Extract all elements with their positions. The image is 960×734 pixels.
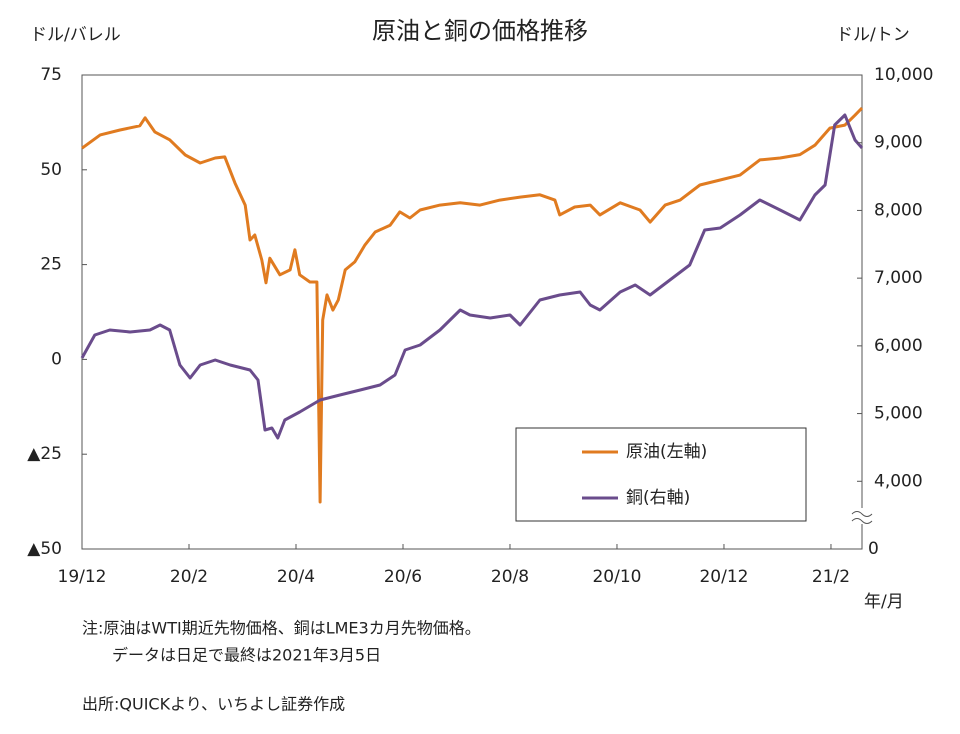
chart-title: 原油と銅の価格推移 bbox=[372, 17, 588, 45]
x-tick-label: 21/2 bbox=[812, 567, 850, 587]
y2-tick-label: 10,000 bbox=[874, 65, 933, 85]
legend-box bbox=[515, 427, 807, 522]
x-tick-label: 20/6 bbox=[384, 567, 422, 587]
note: 注:原油はWTI期近先物価格、銅はLME3カ月先物価格。 bbox=[82, 619, 481, 638]
y-tick-label: ▲25 bbox=[27, 444, 62, 464]
y2-tick-label: 7,000 bbox=[874, 268, 923, 288]
legend-label: 原油(左軸) bbox=[626, 442, 707, 462]
y-tick-label: ▲50 bbox=[27, 539, 62, 559]
axis-break-mark bbox=[851, 511, 873, 524]
y-tick-label: 50 bbox=[40, 160, 62, 180]
note: 出所:QUICKより、いちよし証券作成 bbox=[82, 695, 345, 714]
x-tick-label: 20/8 bbox=[491, 567, 529, 587]
x-tick-label: 20/10 bbox=[592, 567, 641, 587]
plot-frame bbox=[81, 74, 863, 550]
line-series bbox=[80, 113, 864, 440]
y2-tick-label: 5,000 bbox=[874, 404, 923, 424]
legend-label: 銅(右軸) bbox=[626, 488, 690, 508]
note: データは日足で最終は2021年3月5日 bbox=[112, 646, 381, 665]
x-tick-label: 20/12 bbox=[699, 567, 748, 587]
y2-unit-label: ドル/トン bbox=[836, 25, 910, 45]
x-tick-label: 19/12 bbox=[58, 567, 107, 587]
y-tick-label: 25 bbox=[40, 255, 62, 275]
axis-break bbox=[851, 508, 873, 524]
line-series bbox=[81, 106, 864, 504]
y2-tick-label: 4,000 bbox=[874, 471, 923, 491]
y2-tick-label: 8,000 bbox=[874, 200, 923, 220]
y-tick-label: 0 bbox=[51, 349, 62, 369]
y2-tick-label: 9,000 bbox=[874, 133, 923, 153]
y-unit-label: ドル/バレル bbox=[30, 25, 121, 45]
x-unit-label: 年/月 bbox=[864, 592, 904, 612]
y-tick-label: 75 bbox=[40, 65, 62, 85]
x-tick-label: 20/2 bbox=[170, 567, 208, 587]
x-tick-label: 20/4 bbox=[277, 567, 315, 587]
y2-tick-label: 6,000 bbox=[874, 336, 923, 356]
y2-break-label: 0 bbox=[868, 539, 879, 559]
